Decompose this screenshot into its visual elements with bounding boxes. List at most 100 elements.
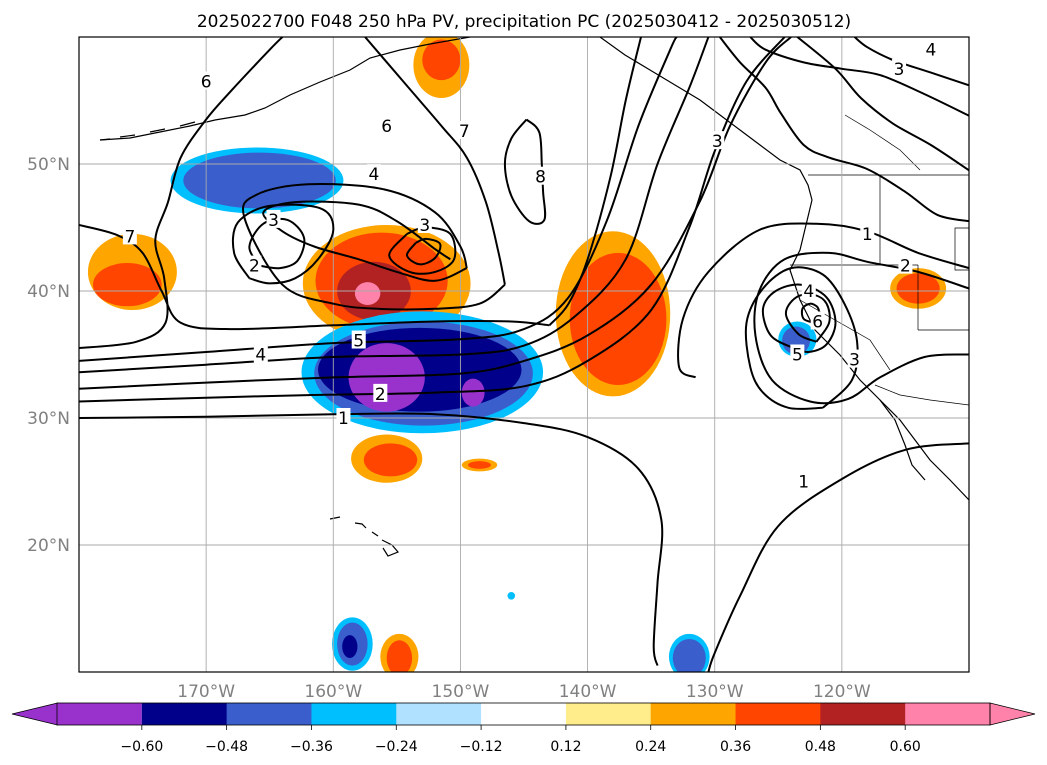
colorbar-segment: [481, 703, 567, 725]
colorbar: −0.60 −0.48 −0.36 −0.24 −0.12 0.12 0.24 0.36 0.4…: [11, 702, 1036, 755]
contour-label: 6: [201, 72, 212, 92]
contour-label: 6: [381, 117, 392, 137]
contour-label: 7: [124, 227, 135, 247]
hawaii-islands: [329, 516, 400, 557]
contour-label-bg: [351, 330, 366, 349]
precip-blob-1: [92, 263, 162, 307]
contour-label-bg: [457, 120, 472, 139]
lat-tick-label: 50°N: [27, 155, 70, 175]
colorbar-segment: [57, 703, 142, 725]
precip-blob-25: [342, 635, 358, 659]
pv-contours-layer: [79, 37, 969, 672]
precip-blob-14: [569, 252, 667, 385]
contour-label-bg: [801, 281, 816, 299]
contour-label: 4: [803, 282, 814, 302]
lon-tick-label: 120°W: [813, 682, 871, 702]
map-frame: [78, 36, 970, 673]
pv-contour-4-3: [79, 37, 710, 374]
contour-label: 4: [369, 165, 380, 185]
contour-label: 6: [812, 312, 823, 332]
contour-label: 4: [255, 346, 266, 366]
colorbar-frame: [56, 702, 991, 726]
pv-contour-2-17: [753, 251, 969, 405]
contour-label-bg: [923, 39, 938, 58]
contour-label: 1: [798, 473, 809, 493]
lat-tick-label: 40°N: [27, 282, 70, 302]
colorbar-extend-high: [989, 702, 1036, 726]
colorbar-tick-label: −0.60: [120, 739, 163, 755]
precip-blob-22: [468, 461, 491, 469]
contour-label: 4: [925, 41, 936, 61]
colorbar-tick-label: 0.60: [890, 739, 921, 755]
baja-coastline: [879, 399, 926, 481]
precip-blob-27: [386, 640, 413, 672]
precip-blob-3: [183, 152, 336, 209]
latitude-tick-labels: 20°N 30°N 40°N 50°N: [27, 155, 70, 556]
contour-label: 5: [353, 332, 364, 352]
pv-contour-7-7: [548, 37, 642, 326]
contour-label-bg: [860, 223, 875, 242]
pv-contour-3-19: [744, 266, 859, 410]
pv-contour-2-1: [79, 37, 786, 403]
precip-blob-20: [363, 443, 418, 477]
colorbar-segment: [565, 703, 652, 725]
contour-label: 8: [535, 168, 546, 188]
political-borders-layer: [790, 114, 969, 406]
pv-contour-7-8: [364, 37, 506, 285]
colorbar-segment: [650, 703, 737, 725]
contour-label: 3: [712, 132, 723, 152]
contour-label-bg: [247, 255, 262, 274]
contour-label-bg: [533, 166, 548, 185]
contour-label: 3: [419, 216, 430, 236]
colorbar-segment: [820, 703, 906, 725]
contour-label-bg: [710, 131, 725, 150]
contour-label-bg: [379, 115, 394, 134]
contour-label: 3: [849, 351, 860, 371]
colorbar-segment: [905, 703, 990, 725]
alaska-canada-border: [844, 114, 921, 171]
pv-contour-1-18: [677, 222, 969, 379]
contour-label-bg: [892, 58, 907, 77]
us-mexico-border: [874, 384, 969, 406]
colorbar-segment: [396, 703, 482, 725]
pv-contour-1-0: [79, 412, 664, 666]
contour-label: 2: [249, 257, 260, 277]
colorbar-extend-low: [11, 702, 58, 726]
lon-tick-label: 170°W: [177, 682, 235, 702]
precipitation-fill-layer: [87, 37, 947, 672]
contour-label-bg: [253, 344, 268, 363]
longitude-tick-labels: 170°W 160°W 150°W 140°W 130°W 120°W: [177, 682, 871, 702]
contour-label: 3: [268, 211, 279, 231]
contour-label-bg: [898, 255, 913, 274]
lon-tick-label: 130°W: [686, 682, 744, 702]
contour-label: 7: [459, 122, 470, 142]
pv-contour-6-9: [241, 183, 506, 311]
pv-contour-3-23: [719, 37, 969, 223]
contour-label-bg: [266, 209, 281, 228]
aleutian-islands: [99, 121, 196, 141]
lon-tick-label: 150°W: [432, 682, 490, 702]
contour-label: 2: [900, 257, 911, 277]
pv-contour-3-25: [749, 37, 969, 117]
contour-label: 5: [792, 346, 803, 366]
canada-coastline: [599, 37, 813, 201]
pv-contour-6-5: [79, 37, 284, 350]
contour-label-bg: [790, 344, 805, 363]
precip-blob-29: [672, 638, 706, 672]
lat-tick-label: 30°N: [27, 409, 70, 429]
colorbar-tick-label: 0.12: [550, 739, 581, 755]
contour-label-bg: [796, 471, 811, 490]
pv-contour-8-15: [503, 118, 547, 225]
colorbar-tick-label: 0.36: [720, 739, 751, 755]
alaska-coastline: [99, 37, 471, 141]
colorbar-segment: [735, 703, 821, 725]
contour-label-bg: [810, 311, 825, 330]
pv-contour-7-6: [79, 224, 550, 331]
contour-label: 2: [375, 385, 386, 405]
pv-contour-1-16: [707, 442, 969, 672]
contour-label-bg: [336, 408, 351, 426]
colorbar-tick-label: −0.12: [460, 739, 503, 755]
lat-tick-label: 20°N: [27, 536, 70, 556]
